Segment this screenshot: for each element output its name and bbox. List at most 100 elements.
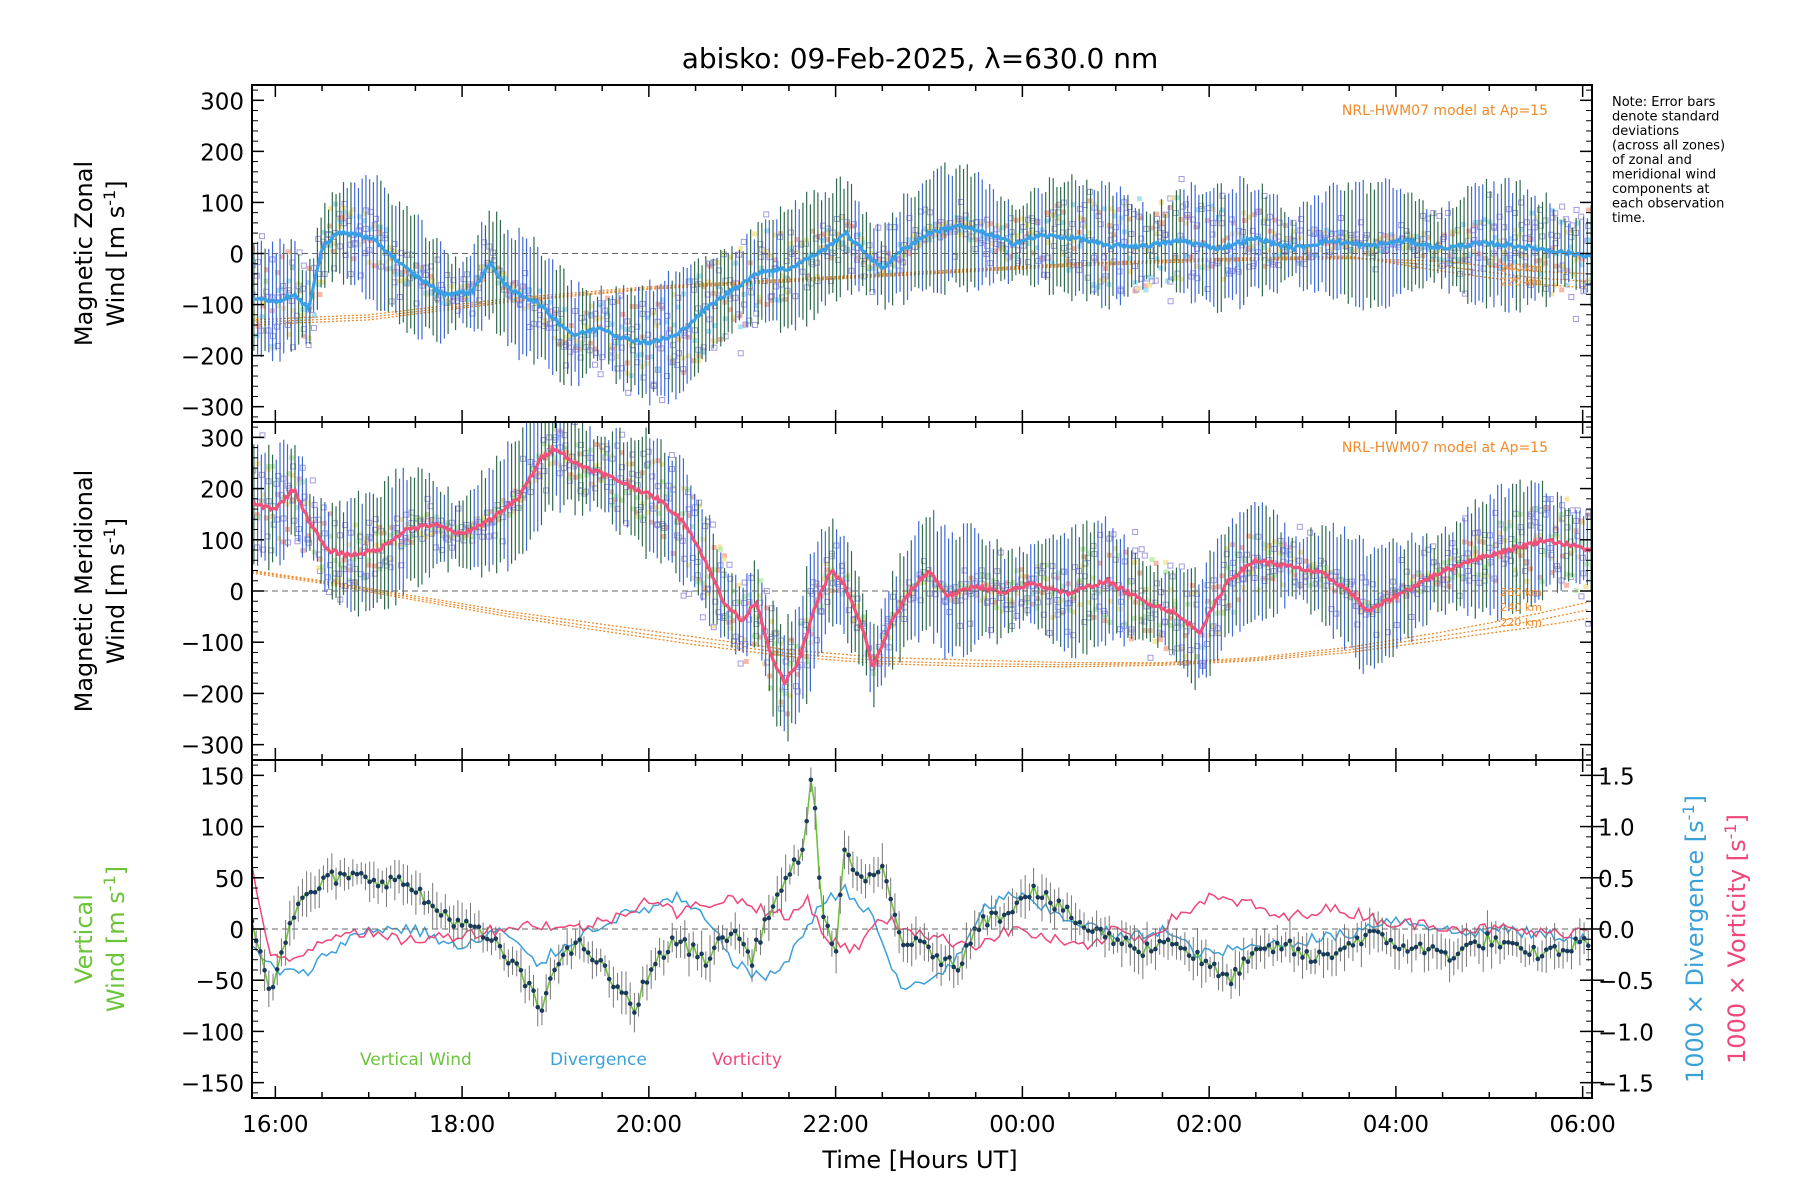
vertical-point bbox=[1477, 944, 1482, 949]
vertical-point bbox=[414, 890, 419, 895]
vertical-point bbox=[1183, 946, 1188, 951]
vertical-point bbox=[657, 950, 662, 955]
vertical-point bbox=[1422, 951, 1427, 956]
zone-point bbox=[747, 593, 752, 598]
zone-point bbox=[322, 521, 327, 526]
vertical-point bbox=[1149, 949, 1154, 954]
zone-point bbox=[1476, 535, 1481, 540]
right-tick-label: −1.0 bbox=[1598, 1020, 1654, 1046]
vertical-point bbox=[943, 956, 948, 961]
zone-point bbox=[715, 260, 720, 265]
vertical-point bbox=[313, 890, 318, 895]
vertical-point bbox=[737, 937, 742, 942]
vertical-point bbox=[876, 870, 881, 875]
vertical-point bbox=[1019, 896, 1024, 901]
vertical-point bbox=[956, 968, 961, 973]
note-line: meridional wind bbox=[1612, 168, 1716, 183]
zone-point bbox=[1231, 220, 1236, 225]
vertical-point bbox=[1187, 953, 1192, 958]
vertical-point bbox=[464, 919, 469, 924]
vertical-point bbox=[1115, 937, 1120, 942]
vertical-point bbox=[1309, 960, 1314, 965]
vertical-point bbox=[901, 943, 906, 948]
zone-point bbox=[1571, 548, 1576, 553]
vertical-point bbox=[1031, 884, 1036, 889]
vertical-point bbox=[1120, 942, 1125, 947]
zone-point bbox=[307, 266, 312, 271]
vertical-point bbox=[1494, 935, 1499, 940]
zone-point bbox=[721, 557, 726, 562]
vertical-point bbox=[346, 876, 351, 881]
vertical-point bbox=[779, 888, 784, 893]
zone-point bbox=[372, 564, 377, 569]
vertical-point bbox=[1296, 947, 1301, 952]
zone-point bbox=[1111, 232, 1116, 237]
vertical-point bbox=[888, 897, 893, 902]
model-altitude-label: 240 km bbox=[1500, 601, 1542, 614]
zone-point bbox=[1564, 583, 1569, 588]
zone-point bbox=[676, 337, 681, 342]
vertical-point bbox=[678, 939, 683, 944]
vertical-point bbox=[1069, 916, 1074, 921]
zone-point bbox=[1293, 573, 1298, 578]
vertical-point bbox=[590, 958, 595, 963]
vertical-point bbox=[510, 958, 515, 963]
zone-point bbox=[706, 329, 711, 334]
vertical-point bbox=[746, 949, 751, 954]
zone-point bbox=[398, 278, 403, 283]
vertical-point bbox=[598, 958, 603, 963]
vertical-point bbox=[1439, 949, 1444, 954]
zone-point bbox=[1026, 241, 1031, 246]
zone-point bbox=[609, 489, 614, 494]
vertical-point bbox=[1262, 946, 1267, 951]
vertical-point bbox=[1090, 929, 1095, 934]
zone-point bbox=[820, 238, 825, 243]
zone-point bbox=[362, 536, 367, 541]
vertical-point bbox=[872, 873, 877, 878]
vertical-point bbox=[800, 847, 805, 852]
vertical-point bbox=[493, 936, 498, 941]
zone-point bbox=[351, 207, 356, 212]
vertical-point bbox=[1367, 929, 1372, 934]
vertical-point bbox=[1380, 932, 1385, 937]
vertical-point bbox=[842, 847, 847, 852]
vertical-point bbox=[653, 962, 658, 967]
zone-point bbox=[1216, 584, 1221, 589]
vertical-point bbox=[388, 875, 393, 880]
vertical-point bbox=[1166, 937, 1171, 942]
vertical-point bbox=[405, 882, 410, 887]
vertical-point bbox=[1544, 947, 1549, 952]
zone-point bbox=[1205, 218, 1210, 223]
y-tick-label: −100 bbox=[181, 631, 244, 657]
vertical-point bbox=[859, 874, 864, 879]
vertical-point bbox=[275, 967, 280, 972]
vertical-point bbox=[372, 878, 377, 883]
zone-point bbox=[1242, 218, 1247, 223]
vertical-point bbox=[1393, 945, 1398, 950]
vertical-point bbox=[317, 886, 322, 891]
vertical-point bbox=[292, 915, 297, 920]
vertical-point bbox=[1460, 946, 1465, 951]
zone-point bbox=[1055, 575, 1060, 580]
zone-point bbox=[661, 534, 666, 539]
right-tick-label: 0.5 bbox=[1598, 867, 1635, 893]
vertical-point bbox=[1141, 953, 1146, 958]
vertical-point bbox=[1258, 947, 1263, 952]
model-altitude-label: 240 km bbox=[1500, 261, 1542, 274]
vertical-point bbox=[1208, 965, 1213, 970]
vertical-point bbox=[1237, 971, 1242, 976]
zone-point bbox=[366, 557, 371, 562]
zone-point bbox=[686, 487, 691, 492]
zone-point bbox=[700, 350, 705, 355]
vertical-point bbox=[922, 940, 927, 945]
note-line: of zonal and bbox=[1612, 153, 1692, 168]
zone-point bbox=[338, 219, 343, 224]
zone-point bbox=[577, 347, 582, 352]
vertical-point bbox=[1342, 945, 1347, 950]
zone-point bbox=[1267, 248, 1272, 253]
vertical-point bbox=[1426, 947, 1431, 952]
vertical-point bbox=[1405, 949, 1410, 954]
vertical-point bbox=[1288, 939, 1293, 944]
vertical-point bbox=[338, 871, 343, 876]
y-axis-label-line1: Vertical bbox=[70, 894, 98, 984]
